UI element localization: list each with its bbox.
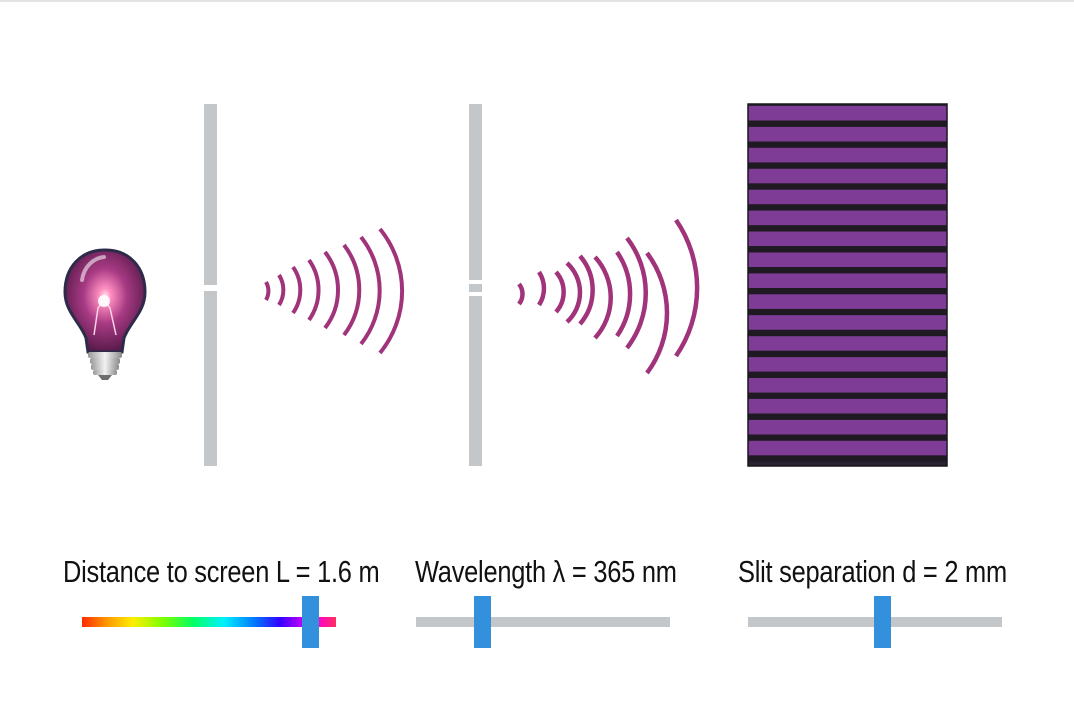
dark-fringe bbox=[748, 288, 947, 295]
dark-fringe bbox=[748, 309, 947, 316]
single-slit-barrier bbox=[204, 104, 217, 466]
fringe-pattern bbox=[748, 106, 947, 462]
dark-fringe bbox=[748, 246, 947, 253]
bright-fringe bbox=[748, 315, 947, 330]
bright-fringe bbox=[748, 189, 947, 205]
dark-fringe bbox=[748, 120, 947, 127]
dark-fringe bbox=[748, 183, 947, 190]
wavelength-slider[interactable] bbox=[416, 596, 670, 648]
dark-fringe bbox=[748, 141, 947, 148]
distance-slider-thumb[interactable] bbox=[302, 596, 319, 648]
bright-fringe bbox=[748, 168, 947, 184]
bright-fringe bbox=[748, 273, 947, 288]
bright-fringe bbox=[748, 252, 947, 268]
dark-fringe bbox=[748, 329, 947, 337]
wavefronts-single-slit bbox=[264, 227, 405, 355]
bright-fringe bbox=[748, 336, 947, 351]
wavelength-slider-thumb[interactable] bbox=[474, 596, 491, 648]
separation-slider-thumb[interactable] bbox=[874, 596, 891, 648]
bright-fringe bbox=[748, 398, 947, 414]
wavelength-slider-track[interactable] bbox=[416, 617, 670, 627]
separation-label: Slit separation d = 2 mm bbox=[738, 554, 1007, 589]
bright-fringe bbox=[748, 106, 947, 121]
wavelength-label: Wavelength λ = 365 nm bbox=[415, 554, 677, 589]
distance-label: Distance to screen L = 1.6 m bbox=[63, 554, 380, 589]
dark-fringe bbox=[748, 225, 947, 232]
separation-slider[interactable] bbox=[748, 596, 1002, 648]
interference-screen bbox=[747, 103, 948, 467]
double-slit-barrier bbox=[469, 104, 482, 466]
bright-fringe bbox=[748, 378, 947, 393]
bright-fringe bbox=[748, 419, 947, 435]
wavefronts-double-slit bbox=[517, 218, 700, 375]
dark-fringe bbox=[748, 350, 947, 358]
bright-fringe bbox=[748, 210, 947, 226]
dark-fringe bbox=[748, 267, 947, 274]
light-bulb-icon bbox=[63, 248, 147, 380]
dark-fringe bbox=[748, 413, 947, 420]
bright-fringe bbox=[748, 294, 947, 309]
distance-slider-track[interactable] bbox=[82, 617, 336, 627]
distance-slider[interactable] bbox=[82, 596, 336, 648]
dark-fringe bbox=[748, 162, 947, 169]
bright-fringe bbox=[748, 231, 947, 247]
top-border bbox=[0, 0, 1074, 2]
dark-fringe bbox=[748, 392, 947, 399]
dark-fringe bbox=[748, 371, 947, 378]
dark-fringe bbox=[748, 434, 947, 441]
bright-fringe bbox=[748, 147, 947, 163]
dark-fringe bbox=[748, 204, 947, 211]
bright-fringe bbox=[748, 440, 947, 456]
bright-fringe bbox=[748, 126, 947, 142]
dark-fringe bbox=[748, 455, 947, 462]
bright-fringe bbox=[748, 357, 947, 372]
